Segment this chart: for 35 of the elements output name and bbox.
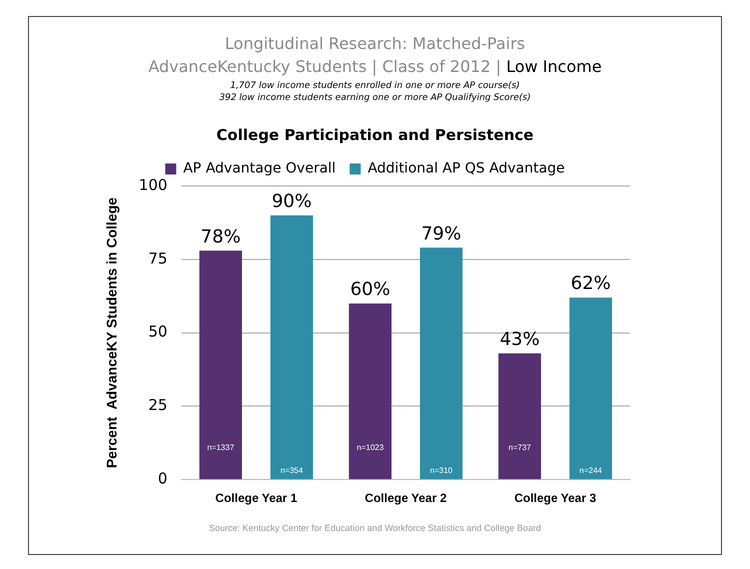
- annotation: n=1023: [356, 442, 384, 452]
- annotation: n=244: [580, 466, 603, 475]
- bar: [270, 215, 314, 480]
- chart-title: Longitudinal Research: Matched-Pairs: [224, 34, 526, 53]
- y-tick-label: 0: [158, 469, 168, 488]
- source-note: Source: Kentucky Center for Education and Workforce Statistics and College Board: [208, 523, 542, 533]
- bar: [199, 250, 242, 480]
- legend-label: AP Advantage Overall: [183, 160, 336, 177]
- legend-label: Additional AP QS Advantage: [368, 160, 565, 177]
- annotation: n=737: [508, 442, 532, 452]
- y-tick-label: 75: [148, 249, 168, 268]
- annotation: n=1337: [207, 442, 235, 452]
- data-label: 62%: [570, 273, 611, 294]
- bar: [420, 248, 463, 480]
- y-tick-label: 25: [148, 396, 168, 414]
- bar: [498, 353, 542, 480]
- x-tick-label: College Year 2: [364, 491, 447, 506]
- data-label: 79%: [421, 223, 462, 244]
- y-tick-label: 50: [148, 322, 168, 341]
- data-label: 60%: [350, 279, 390, 300]
- annotation: n=354: [280, 466, 304, 475]
- annotation: n=310: [430, 466, 454, 475]
- y-tick-label: 100: [138, 176, 168, 194]
- x-tick-label: College Year 1: [215, 491, 298, 506]
- bar: [569, 298, 612, 480]
- data-label: 90%: [272, 191, 312, 212]
- text: 1,707 low income students enrolled in one or more AP course(s): [229, 81, 521, 91]
- text: 392 low income students earning one or more AP Qualifying Score(s): [218, 93, 532, 103]
- bar: [348, 303, 392, 480]
- data-label: 43%: [500, 329, 540, 350]
- text: College Participation and Persistence: [215, 126, 535, 144]
- data-label: 78%: [200, 226, 241, 248]
- x-tick-label: College Year 3: [514, 491, 596, 506]
- y-axis-title: Percent AdvanceKY Students in College: [103, 197, 120, 468]
- chart-subtitle: AdvanceKentucky Students | Class of 2012 | Low Income: [147, 57, 603, 76]
